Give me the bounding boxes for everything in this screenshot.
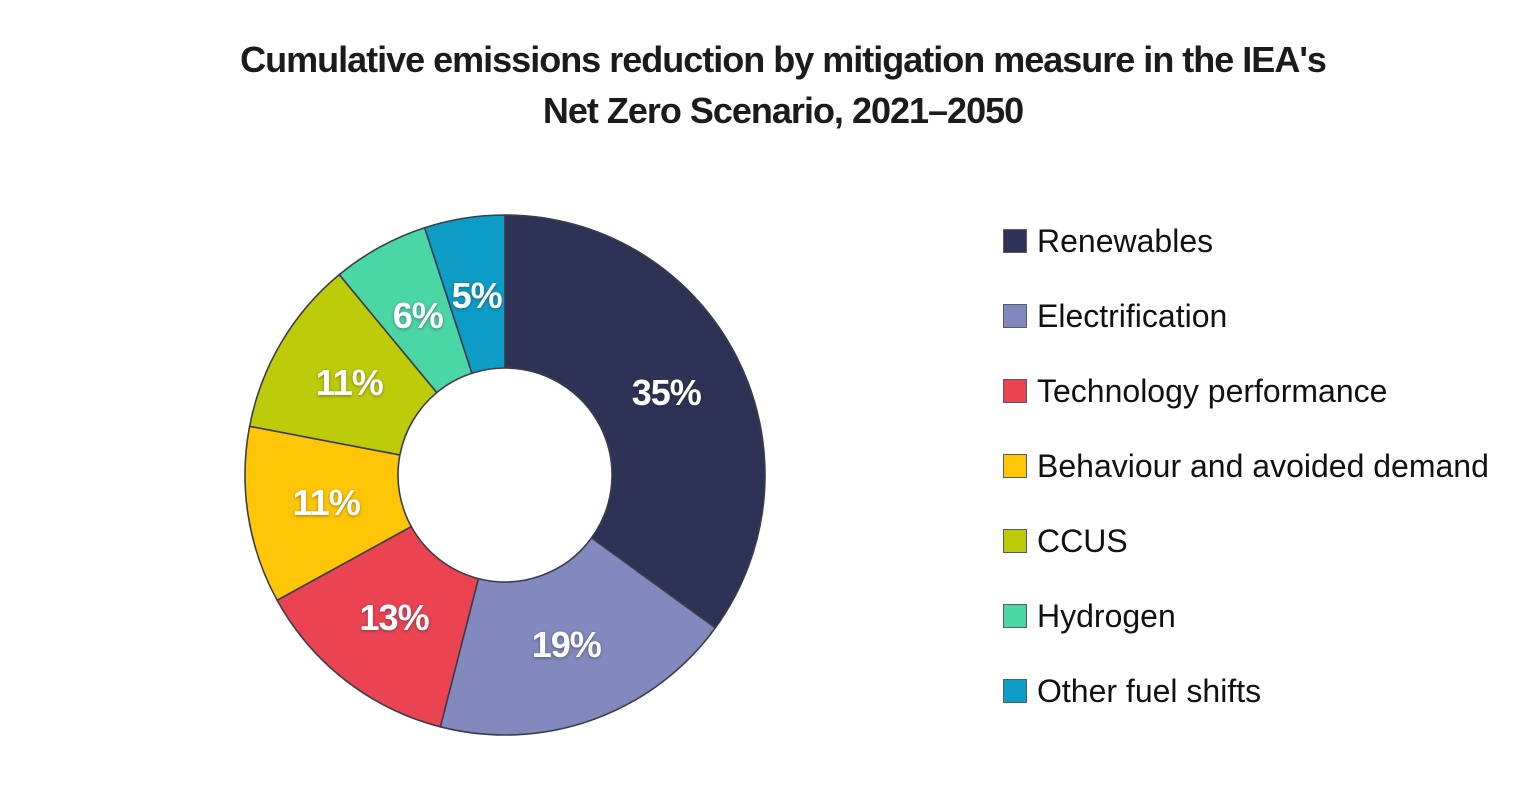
legend-item-other-fuel-shifts: Other fuel shifts bbox=[1003, 674, 1489, 708]
pie-slice-renewables bbox=[504, 214, 766, 629]
pie-slice-technology-performance bbox=[276, 525, 480, 728]
legend-label-electrification: Electrification bbox=[1037, 298, 1228, 334]
legend-item-electrification: Electrification bbox=[1003, 299, 1489, 333]
legend-item-technology-performance: Technology performance bbox=[1003, 374, 1489, 408]
slice-label-technology-performance: 13% bbox=[359, 597, 430, 639]
pie-slice-electrification bbox=[439, 537, 717, 736]
pie-slice-ccus bbox=[248, 273, 438, 456]
legend-label-hydrogen: Hydrogen bbox=[1037, 598, 1176, 634]
legend-item-behaviour-and-avoided-demand: Behaviour and avoided demand bbox=[1003, 449, 1489, 483]
legend: Renewables Electrification Technology perf… bbox=[1003, 224, 1489, 708]
slice-label-renewables: 35% bbox=[631, 371, 702, 413]
legend-label-renewables: Renewables bbox=[1037, 223, 1214, 259]
chart-title: Cumulative emissions reduction by mitiga… bbox=[0, 34, 1536, 136]
slice-label-behaviour-and-avoided-demand: 11% bbox=[292, 482, 361, 524]
legend-swatch-hydrogen bbox=[1003, 604, 1027, 628]
pie-slice-behaviour-and-avoided-demand bbox=[244, 425, 413, 602]
chart-title-line1: Cumulative emissions reduction by mitiga… bbox=[240, 39, 1327, 80]
legend-swatch-behaviour-and-avoided-demand bbox=[1003, 454, 1027, 478]
slice-label-ccus: 11% bbox=[315, 361, 384, 403]
chart-title-line2: Net Zero Scenario, 2021–2050 bbox=[542, 90, 1024, 131]
legend-swatch-renewables bbox=[1003, 229, 1027, 253]
legend-swatch-ccus bbox=[1003, 529, 1027, 553]
legend-item-renewables: Renewables bbox=[1003, 224, 1489, 258]
legend-item-hydrogen: Hydrogen bbox=[1003, 599, 1489, 633]
legend-label-technology-performance: Technology performance bbox=[1037, 373, 1388, 409]
legend-swatch-other-fuel-shifts bbox=[1003, 679, 1027, 703]
pie-slice-other-fuel-shifts bbox=[423, 214, 506, 375]
legend-swatch-electrification bbox=[1003, 304, 1027, 328]
legend-label-behaviour-and-avoided-demand: Behaviour and avoided demand bbox=[1037, 448, 1489, 484]
legend-item-ccus: CCUS bbox=[1003, 524, 1489, 558]
slice-label-other-fuel-shifts: 5% bbox=[451, 275, 503, 317]
legend-label-ccus: CCUS bbox=[1037, 523, 1128, 559]
legend-swatch-technology-performance bbox=[1003, 379, 1027, 403]
legend-label-other-fuel-shifts: Other fuel shifts bbox=[1037, 673, 1262, 709]
slice-label-electrification: 19% bbox=[531, 624, 602, 666]
slice-label-hydrogen: 6% bbox=[392, 295, 444, 337]
